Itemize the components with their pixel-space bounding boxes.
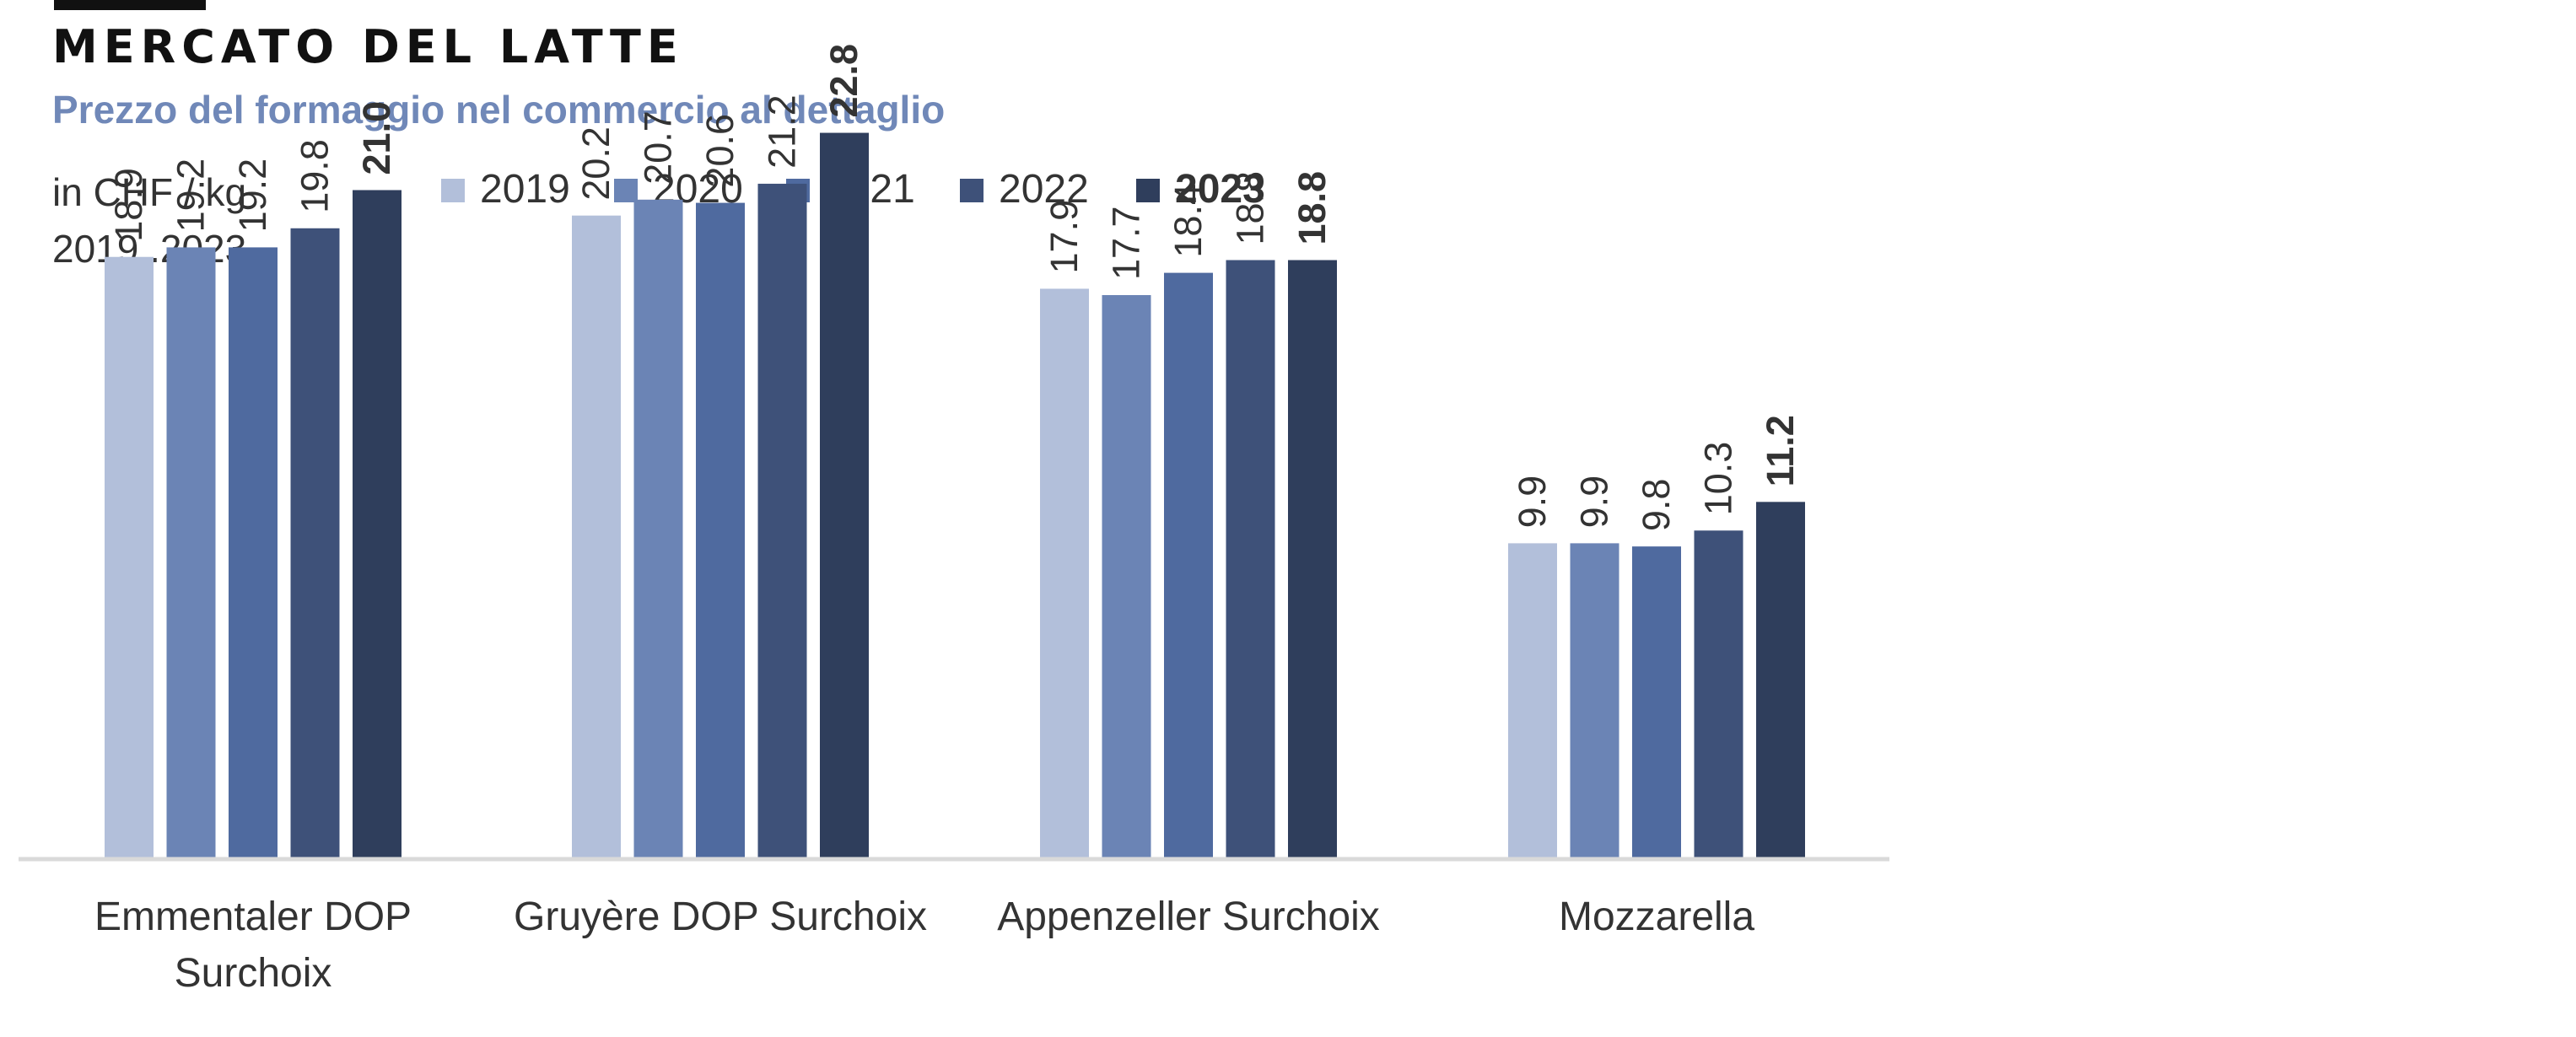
value-label-2022-0: 19.8 [294,139,337,213]
bar-2022-2 [1226,260,1275,858]
legend-label-2019: 2019 [480,167,570,212]
category-label-0-line-1: Surchoix [175,951,332,996]
bar-2021-1 [696,202,745,858]
value-label-2022-1: 21.2 [761,94,804,169]
value-label-2021-3: 9.8 [1635,479,1678,532]
value-label-2021-0: 19.2 [231,159,274,233]
bar-2020-0 [166,247,216,858]
bars-group [105,132,1805,859]
bar-2019-0 [105,256,154,858]
value-label-2021-2: 18.4 [1167,184,1210,258]
value-label-2023-2: 18.8 [1291,171,1334,245]
legend-swatch-2020 [614,179,638,202]
value-label-2019-3: 9.9 [1511,476,1554,529]
unit-label: in CHF / kg [52,170,246,214]
legend-swatch-2023 [1136,179,1160,202]
value-label-2020-3: 9.9 [1573,476,1616,529]
category-label-0-line-0: Emmentaler DOP [94,895,412,939]
legend-label-2023: 2023 [1175,167,1265,212]
bar-2019-3 [1508,543,1557,858]
bar-2023-3 [1756,502,1805,858]
bar-2022-3 [1694,530,1743,858]
value-label-2020-0: 19.2 [170,159,213,233]
category-labels-group: Emmentaler DOP Surchoix Gruyère DOP Surcho… [94,895,1754,996]
bar-2022-0 [290,228,340,858]
value-label-2022-3: 10.3 [1697,442,1740,516]
bar-2020-3 [1570,543,1619,858]
bar-2022-1 [757,183,807,859]
bar-2021-3 [1632,546,1681,858]
legend-swatch-2019 [441,179,465,202]
bar-2019-1 [572,215,621,859]
value-label-2021-1: 20.6 [698,114,741,188]
value-label-2019-2: 17.9 [1043,200,1086,274]
chart-title: MERCATO DEL LATTE [52,20,684,73]
category-label-1-line-0: Gruyère DOP Surchoix [514,895,927,939]
value-label-2023-1: 22.8 [822,44,865,118]
title-accent-bar [54,0,206,10]
value-label-2023-0: 21.0 [355,101,398,175]
bar-2023-2 [1288,260,1337,858]
value-label-2020-2: 17.7 [1105,206,1148,280]
value-labels-group: 18.9 19.2 19.2 19.8 21.0 20.2 20.7 20.6 21.2 22.8… [107,44,1802,531]
bar-2019-2 [1040,288,1089,858]
chart-subtitle: Prezzo del formaggio nel commercio al de… [52,88,945,132]
category-label-3-line-0: Mozzarella [1559,895,1754,939]
value-label-2019-0: 18.9 [107,168,150,242]
legend-label-2022: 2022 [999,167,1089,212]
bar-2023-0 [353,190,401,858]
bar-2020-2 [1102,295,1151,858]
value-label-2023-3: 11.2 [1759,415,1802,486]
value-label-2019-1: 20.2 [574,126,617,201]
legend-swatch-2022 [960,179,984,202]
bar-2020-1 [633,199,683,859]
bar-2021-0 [229,247,278,858]
bar-2021-2 [1164,272,1213,859]
value-label-2020-1: 20.7 [637,110,680,185]
value-label-2022-2: 18.8 [1229,171,1272,245]
category-label-2-line-0: Appenzeller Surchoix [997,895,1380,939]
bar-2023-1 [820,132,869,858]
